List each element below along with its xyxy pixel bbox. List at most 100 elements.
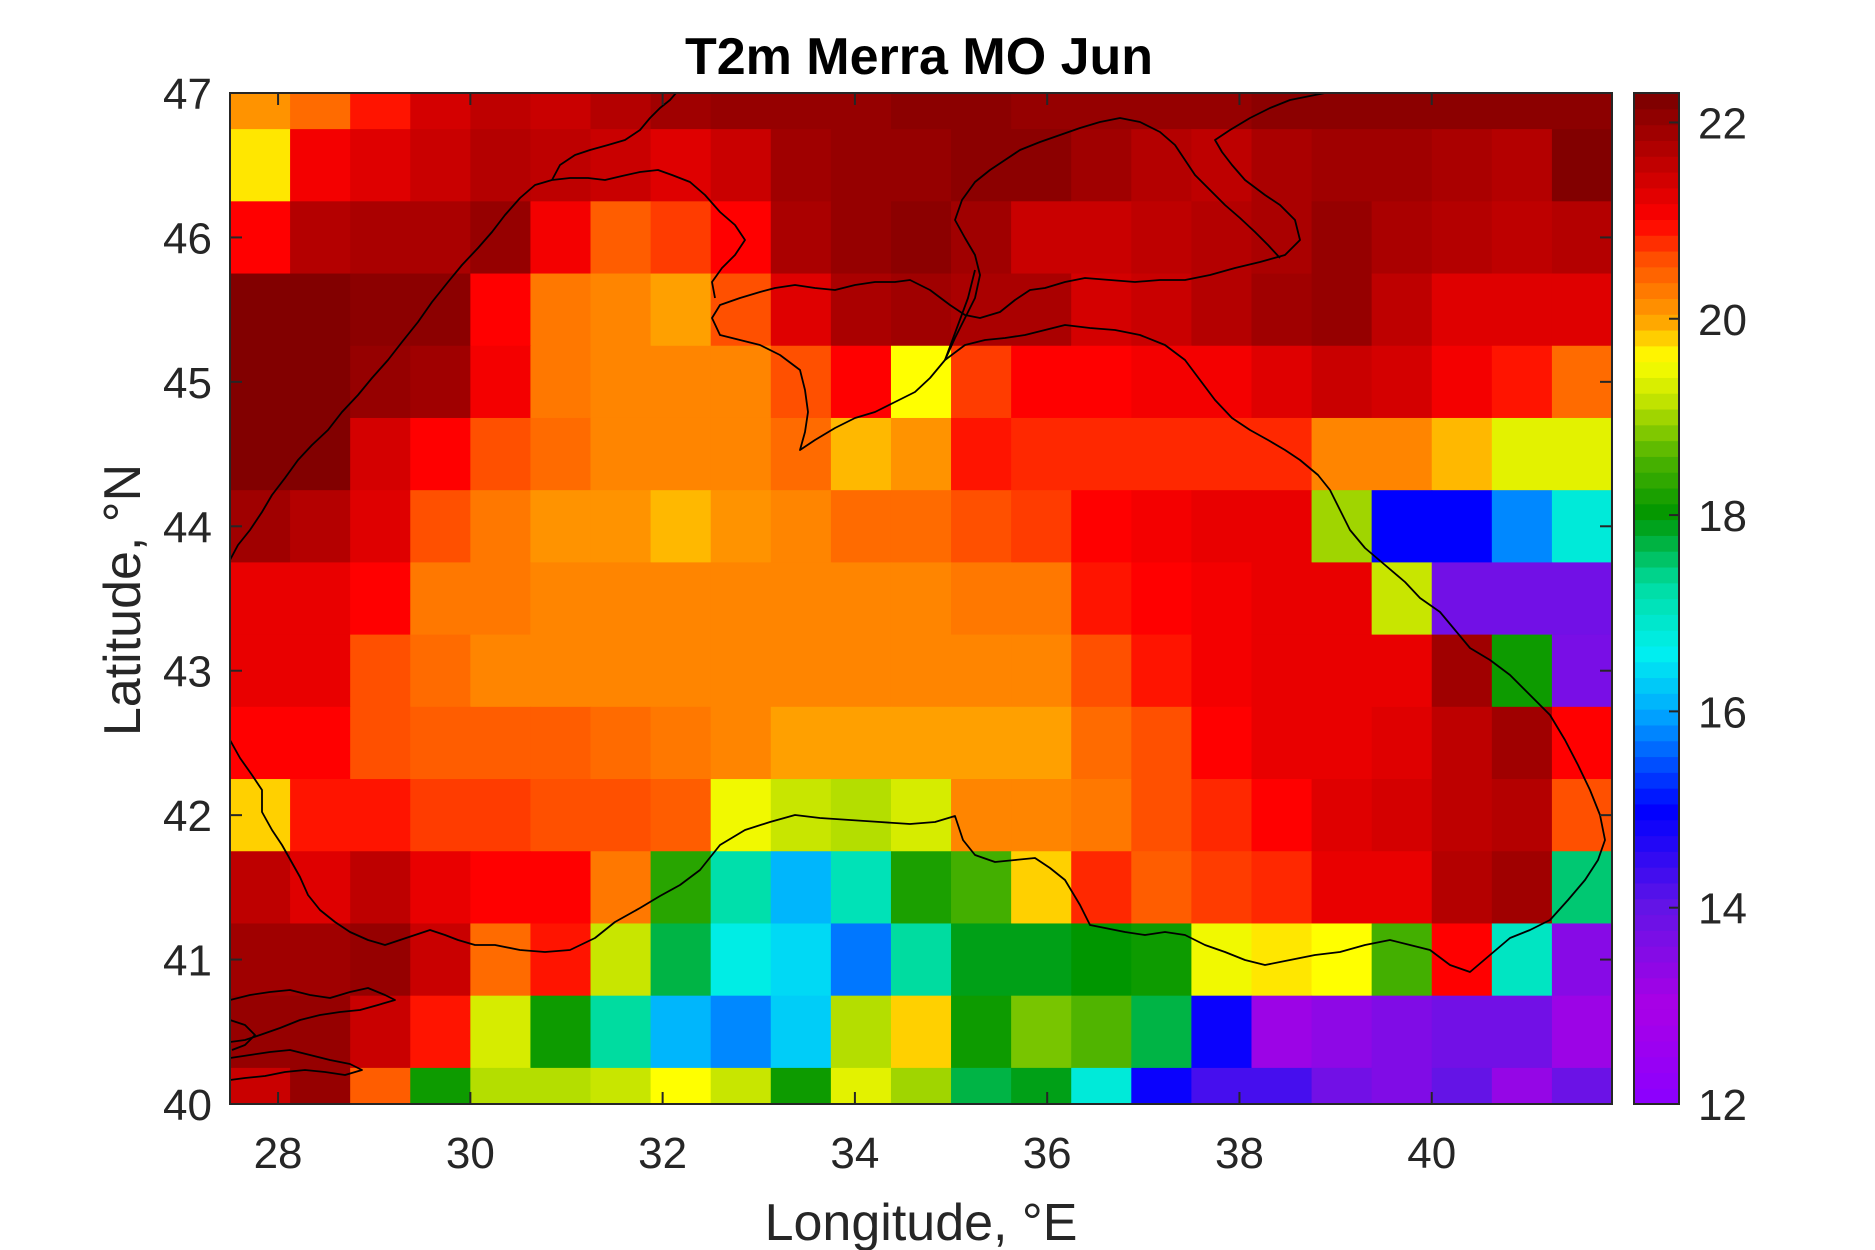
heatmap-cell (650, 634, 712, 708)
heatmap-cell (1131, 779, 1192, 852)
heatmap-cell (1491, 995, 1553, 1069)
heatmap-cell (951, 562, 1012, 636)
colorbar-step (1634, 709, 1679, 726)
heatmap-cell (470, 706, 532, 780)
colorbar-gradient (1634, 93, 1679, 1105)
heatmap-cell (1131, 345, 1192, 419)
heatmap-cell (890, 995, 952, 1069)
heatmap-cell (770, 562, 832, 636)
y-axis-label: Latitude, °N (94, 464, 152, 736)
colorbar-step (1634, 661, 1679, 679)
heatmap-cell (890, 562, 952, 636)
colorbar-step (1634, 914, 1679, 931)
heatmap-cell (1011, 779, 1072, 852)
heatmap-cell (1431, 779, 1493, 852)
colorbar-step (1634, 361, 1679, 378)
heatmap-cell (890, 634, 952, 708)
heatmap-cell (1311, 490, 1373, 563)
x-tick-label: 28 (254, 1129, 303, 1178)
colorbar-step (1634, 345, 1679, 363)
heatmap-cell (350, 851, 411, 925)
heatmap-cell (1311, 201, 1373, 275)
heatmap-cell (1131, 201, 1192, 275)
heatmap-cell (830, 345, 892, 419)
heatmap-cell (830, 1067, 892, 1104)
heatmap-cell (1011, 562, 1072, 636)
heatmap-cell (1491, 851, 1553, 925)
heatmap-cell (770, 273, 832, 347)
heatmap-cell (1191, 417, 1253, 491)
y-tick-label: 47 (163, 70, 212, 119)
heatmap-cell (410, 706, 471, 780)
heatmap-cell (890, 851, 952, 925)
heatmap-cell (1311, 129, 1373, 202)
heatmap-cell (1191, 93, 1253, 130)
heatmap-cell (830, 201, 892, 275)
colorbar-step (1634, 867, 1679, 884)
colorbar-tick-label: 20 (1698, 296, 1747, 345)
colorbar-step (1634, 298, 1679, 315)
heatmap-cell (890, 93, 952, 130)
heatmap-cell (1551, 93, 1612, 130)
heatmap-cell (230, 1067, 291, 1104)
heatmap-cell (1191, 1067, 1253, 1104)
heatmap-cell (350, 706, 411, 780)
heatmap-cell (1311, 93, 1373, 130)
heatmap-cell (410, 851, 471, 925)
heatmap-cell (1191, 490, 1253, 563)
x-axis: 28 30 32 34 36 38 40 (254, 93, 1456, 1178)
colorbar-step (1634, 203, 1679, 220)
heatmap-cell (951, 995, 1012, 1069)
heatmap-cell (1371, 706, 1433, 780)
heatmap-cell (1491, 273, 1553, 347)
heatmap-cell (1431, 93, 1493, 130)
colorbar-step (1634, 740, 1679, 758)
colorbar-step (1634, 614, 1679, 631)
heatmap-cell (1131, 490, 1192, 563)
y-tick-label: 44 (163, 503, 212, 552)
heatmap-cell (530, 273, 592, 347)
heatmap-cell (470, 851, 532, 925)
heatmap-cell (590, 93, 652, 130)
heatmap-cell (1491, 201, 1553, 275)
heatmap-cells (230, 93, 1612, 1104)
coastline-bosphorus (230, 987, 396, 1043)
colorbar-step (1634, 156, 1679, 173)
heatmap-cell (1371, 273, 1433, 347)
heatmap-cell (1011, 273, 1072, 347)
heatmap-cell (350, 490, 411, 563)
heatmap-cell (710, 995, 772, 1069)
heatmap-cell (1551, 851, 1612, 925)
heatmap-cell (350, 345, 411, 419)
heatmap-cell (590, 779, 652, 852)
heatmap-cell (951, 490, 1012, 563)
heatmap-cell (1491, 706, 1553, 780)
heatmap-cell (530, 1067, 592, 1104)
heatmap-cell (1071, 562, 1132, 636)
colorbar-step (1634, 961, 1679, 979)
heatmap-cell (1371, 201, 1433, 275)
heatmap-cell (290, 273, 351, 347)
heatmap-cell (530, 490, 592, 563)
heatmap-cell (1011, 490, 1072, 563)
heatmap-cell (1311, 923, 1373, 997)
heatmap-cell (1011, 201, 1072, 275)
heatmap-cell (290, 562, 351, 636)
heatmap-cell (410, 923, 471, 997)
heatmap-cell (1251, 706, 1313, 780)
heatmap-cell (1431, 706, 1493, 780)
colorbar-step (1634, 1072, 1679, 1089)
heatmap-cell (350, 1067, 411, 1104)
colorbar-step (1634, 171, 1679, 189)
colorbar-step (1634, 946, 1679, 963)
heatmap-cell (590, 562, 652, 636)
heatmap-cell (530, 201, 592, 275)
heatmap-cell (470, 634, 532, 708)
heatmap-cell (1251, 779, 1313, 852)
colorbar-step (1634, 235, 1679, 252)
heatmap-cell (710, 923, 772, 997)
heatmap-cell (1011, 417, 1072, 491)
heatmap-cell (410, 417, 471, 491)
heatmap-cell (1311, 706, 1373, 780)
x-tick-label: 34 (830, 1129, 879, 1178)
